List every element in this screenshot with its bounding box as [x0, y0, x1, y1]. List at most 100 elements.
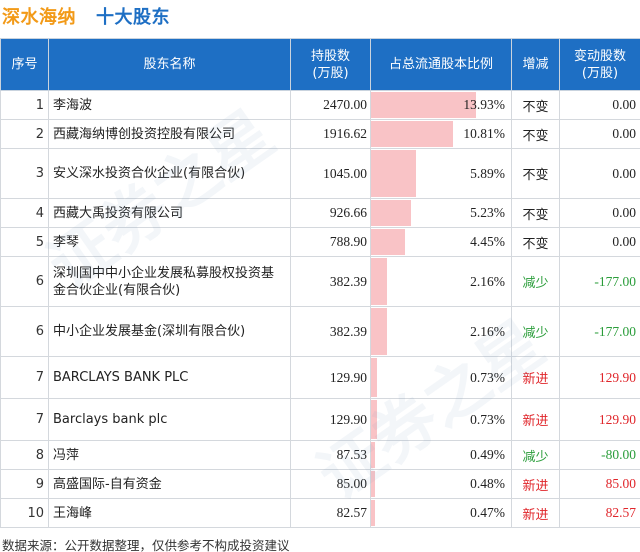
cell-delta-shares: 129.90 [559, 356, 640, 399]
cell-change-status: 不变 [511, 119, 560, 149]
cell-holder-name: 西藏海纳博创投资控股有限公司 [48, 119, 291, 149]
ratio-bar [371, 471, 375, 497]
cell-delta-shares: 129.90 [559, 398, 640, 441]
section-title: 十大股东 [96, 7, 170, 28]
cell-shares: 129.90 [290, 398, 371, 441]
ratio-bar [371, 358, 377, 397]
ratio-label: 13.93% [463, 97, 505, 112]
cell-holder-name: 中小企业发展基金(深圳有限合伙) [48, 306, 291, 357]
cell-delta-shares: 0.00 [559, 119, 640, 149]
cell-shares: 82.57 [290, 498, 371, 528]
ratio-bar [371, 442, 375, 468]
cell-rank: 7 [0, 356, 49, 399]
cell-holder-name: 安义深水投资合伙企业(有限合伙) [48, 148, 291, 199]
cell-shares: 87.53 [290, 440, 371, 470]
cell-delta-shares: 0.00 [559, 198, 640, 228]
table-row: 5 李琴 788.90 4.45% 不变 0.00 [0, 227, 640, 257]
table-row: 8 冯萍 87.53 0.49% 减少 -80.00 [0, 440, 640, 470]
col-header-shares: 持股数 (万股) [290, 38, 371, 91]
col-header-name: 股东名称 [48, 38, 291, 91]
cell-delta-shares: 0.00 [559, 90, 640, 120]
cell-change-status: 新进 [511, 469, 560, 499]
cell-holder-name: 西藏大禹投资有限公司 [48, 198, 291, 228]
cell-shares: 1916.62 [290, 119, 371, 149]
data-source-note: 数据来源：公开数据整理，仅供参考不构成投资建议 [2, 538, 290, 552]
col-header-delta-line2: (万股) [581, 65, 619, 81]
company-title: 深水海纳 [2, 7, 76, 28]
cell-change-status: 减少 [511, 440, 560, 470]
ratio-label: 5.89% [470, 165, 505, 181]
col-header-delta: 变动股数 (万股) [559, 38, 640, 91]
ratio-label: 5.23% [470, 205, 505, 220]
ratio-bar [371, 500, 375, 526]
ratio-bar [371, 258, 388, 305]
cell-change-status: 新进 [511, 398, 560, 441]
cell-holder-name: 李琴 [48, 227, 291, 257]
cell-ratio: 2.16% [370, 256, 512, 307]
ratio-bar [371, 400, 377, 439]
ratio-label: 0.48% [470, 476, 505, 491]
cell-change-status: 不变 [511, 148, 560, 199]
cell-shares: 382.39 [290, 256, 371, 307]
ratio-bar [371, 229, 405, 255]
table-row: 2 西藏海纳博创投资控股有限公司 1916.62 10.81% 不变 0.00 [0, 119, 640, 149]
ratio-label: 0.49% [470, 447, 505, 462]
table-row: 10 王海峰 82.57 0.47% 新进 82.57 [0, 498, 640, 528]
ratio-label: 0.73% [470, 411, 505, 427]
ratio-bar [371, 308, 388, 355]
cell-change-status: 新进 [511, 498, 560, 528]
table-row: 7 BARCLAYS BANK PLC 129.90 0.73% 新进 129.90 [0, 356, 640, 399]
col-header-shares-line1: 持股数 [310, 48, 350, 64]
table-body: 1 李海波 2470.00 13.93% 不变 0.00 2 西藏海纳博创投资控股有限公司 19… [0, 90, 640, 528]
col-header-change: 增减 [511, 38, 560, 91]
cell-shares: 85.00 [290, 469, 371, 499]
table-row: 1 李海波 2470.00 13.93% 不变 0.00 [0, 90, 640, 120]
table-row: 6 中小企业发展基金(深圳有限合伙) 382.39 2.16% 减少 -177.00 [0, 306, 640, 357]
cell-rank: 9 [0, 469, 49, 499]
shareholder-table: 序号 股东名称 持股数 (万股) 占总流通股本比例 增减 变动股数 (万股) 1… [0, 38, 640, 528]
table-row: 3 安义深水投资合伙企业(有限合伙) 1045.00 5.89% 不变 0.00 [0, 148, 640, 199]
cell-holder-name: 李海波 [48, 90, 291, 120]
col-header-ratio: 占总流通股本比例 [370, 38, 512, 91]
cell-rank: 2 [0, 119, 49, 149]
cell-holder-name: Barclays bank plc [48, 398, 291, 441]
cell-delta-shares: -80.00 [559, 440, 640, 470]
cell-ratio: 0.73% [370, 356, 512, 399]
ratio-label: 2.16% [470, 273, 505, 289]
cell-shares: 129.90 [290, 356, 371, 399]
ratio-label: 0.47% [470, 505, 505, 520]
ratio-label: 10.81% [463, 126, 505, 141]
ratio-label: 2.16% [470, 323, 505, 339]
title-bar: 深水海纳 十大股东 [0, 0, 640, 34]
cell-delta-shares: 82.57 [559, 498, 640, 528]
cell-rank: 8 [0, 440, 49, 470]
cell-ratio: 5.23% [370, 198, 512, 228]
cell-rank: 5 [0, 227, 49, 257]
table-row: 6 深圳国中中小企业发展私募股权投资基金合伙企业(有限合伙) 382.39 2.16%… [0, 256, 640, 307]
table-row: 7 Barclays bank plc 129.90 0.73% 新进 129.90 [0, 398, 640, 441]
cell-ratio: 0.49% [370, 440, 512, 470]
ratio-bar [371, 150, 416, 197]
cell-rank: 4 [0, 198, 49, 228]
cell-shares: 1045.00 [290, 148, 371, 199]
table-row: 9 高盛国际-自有资金 85.00 0.48% 新进 85.00 [0, 469, 640, 499]
ratio-label: 4.45% [470, 234, 505, 249]
col-header-shares-line2: (万股) [312, 65, 349, 81]
col-header-delta-line1: 变动股数 [573, 48, 626, 64]
cell-rank: 10 [0, 498, 49, 528]
cell-ratio: 5.89% [370, 148, 512, 199]
cell-ratio: 0.73% [370, 398, 512, 441]
cell-shares: 788.90 [290, 227, 371, 257]
ratio-bar [371, 92, 477, 118]
cell-holder-name: 王海峰 [48, 498, 291, 528]
cell-rank: 1 [0, 90, 49, 120]
shareholder-table-wrap: 序号 股东名称 持股数 (万股) 占总流通股本比例 增减 变动股数 (万股) 1… [0, 38, 640, 528]
cell-shares: 382.39 [290, 306, 371, 357]
table-row: 4 西藏大禹投资有限公司 926.66 5.23% 不变 0.00 [0, 198, 640, 228]
cell-change-status: 不变 [511, 198, 560, 228]
cell-holder-name: 高盛国际-自有资金 [48, 469, 291, 499]
cell-ratio: 10.81% [370, 119, 512, 149]
cell-ratio: 13.93% [370, 90, 512, 120]
cell-rank: 6 [0, 306, 49, 357]
cell-holder-name: BARCLAYS BANK PLC [48, 356, 291, 399]
